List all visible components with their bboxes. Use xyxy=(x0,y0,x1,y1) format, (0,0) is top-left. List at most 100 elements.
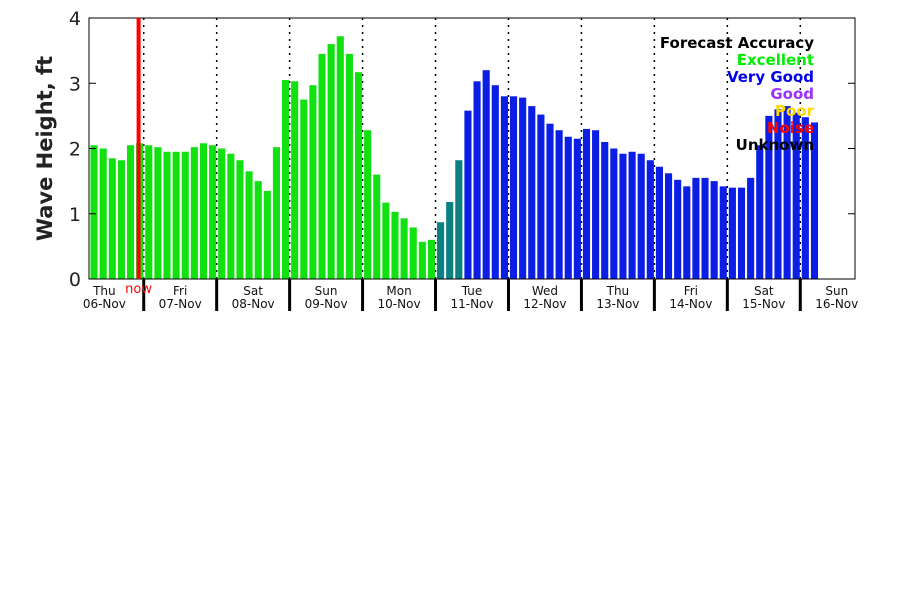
now-label: now xyxy=(125,282,152,297)
y-tick-labels: 0 1 2 3 4 xyxy=(69,8,81,291)
bar xyxy=(765,115,773,279)
y-tick-label: 1 xyxy=(69,204,81,226)
bar xyxy=(391,211,399,279)
bar xyxy=(509,96,518,279)
bar xyxy=(674,179,682,279)
bar xyxy=(354,72,363,279)
x-tick-dow: Fri xyxy=(684,284,698,298)
bar xyxy=(701,177,709,279)
now-marker: now xyxy=(125,18,152,297)
bar xyxy=(482,70,490,279)
x-tick-dow: Mon xyxy=(386,284,411,298)
x-tick-date: 10-Nov xyxy=(378,297,421,311)
bar xyxy=(692,177,700,279)
bar xyxy=(683,186,691,279)
bar xyxy=(737,187,746,279)
legend-entry: Unknown xyxy=(736,136,814,154)
bar xyxy=(728,187,736,279)
x-tick-dow: Tue xyxy=(461,284,483,298)
bar xyxy=(218,148,226,279)
x-tick-dow: Sun xyxy=(825,284,848,298)
x-tick-date: 14-Nov xyxy=(669,297,712,311)
x-tick-dow: Fri xyxy=(173,284,187,298)
bar xyxy=(792,112,800,279)
bar xyxy=(300,99,308,279)
y-tick-label: 4 xyxy=(69,8,81,30)
bar xyxy=(546,123,554,279)
bar xyxy=(783,106,791,280)
bar xyxy=(108,158,116,279)
bar xyxy=(318,53,326,280)
bar xyxy=(336,36,344,279)
bar xyxy=(282,79,290,279)
bar xyxy=(181,151,189,279)
legend-entry: Very Good xyxy=(727,68,814,86)
bar xyxy=(190,147,198,279)
bar xyxy=(500,96,508,279)
bar xyxy=(628,151,636,279)
bar xyxy=(263,190,271,279)
legend-entry: Excellent xyxy=(737,51,814,69)
bar xyxy=(592,130,600,279)
bar xyxy=(209,145,217,279)
bar xyxy=(172,151,180,279)
bar xyxy=(154,147,162,279)
bar xyxy=(710,181,718,279)
y-tick-label: 3 xyxy=(69,73,81,95)
y-tick-label: 0 xyxy=(69,269,81,291)
legend-entry: Poor xyxy=(775,102,815,120)
bar xyxy=(309,85,317,280)
bar xyxy=(747,177,755,279)
x-tick-dow: Sat xyxy=(754,284,774,298)
bar xyxy=(163,151,171,279)
bar xyxy=(610,148,618,279)
x-tick-date: 09-Nov xyxy=(305,297,348,311)
x-tick-date: 12-Nov xyxy=(523,297,566,311)
bar xyxy=(464,110,472,279)
x-tick-date: 06-Nov xyxy=(83,297,126,311)
legend-entry: Good xyxy=(770,85,814,103)
bar xyxy=(801,117,809,280)
x-tick-dow: Sun xyxy=(315,284,338,298)
bar xyxy=(719,186,727,279)
y-tick-label: 2 xyxy=(69,139,81,161)
bar xyxy=(756,145,764,279)
x-tick-date: 07-Nov xyxy=(159,297,202,311)
bar xyxy=(291,81,299,279)
bar xyxy=(473,81,481,279)
axes xyxy=(88,17,856,311)
bar xyxy=(382,202,390,279)
bar xyxy=(573,138,581,279)
bar xyxy=(145,145,153,279)
bar xyxy=(427,239,436,279)
bar xyxy=(400,218,408,279)
bar xyxy=(99,148,107,279)
legend-title: Forecast Accuracy xyxy=(660,34,814,52)
bar xyxy=(619,153,627,279)
bar xyxy=(564,136,572,279)
x-tick-date: 11-Nov xyxy=(450,297,493,311)
bar xyxy=(774,109,782,279)
bar xyxy=(601,141,609,279)
y-axis-label: Wave Height, ft xyxy=(33,56,57,241)
bar xyxy=(199,143,208,279)
bar xyxy=(126,145,135,279)
bar xyxy=(446,202,454,279)
bar xyxy=(582,128,591,279)
bar xyxy=(637,153,645,279)
legend-entry: Noise xyxy=(767,119,814,137)
bar xyxy=(810,122,819,280)
bar xyxy=(455,160,463,279)
bar xyxy=(373,174,381,279)
x-tick-date: 08-Nov xyxy=(232,297,275,311)
bar xyxy=(236,160,244,279)
x-tick-date: 13-Nov xyxy=(596,297,639,311)
bar xyxy=(117,160,125,279)
x-tick-dow: Wed xyxy=(532,284,558,298)
bar xyxy=(272,147,280,279)
bar xyxy=(90,145,98,279)
bars xyxy=(90,36,819,280)
bar xyxy=(345,53,353,280)
bar xyxy=(555,130,563,279)
